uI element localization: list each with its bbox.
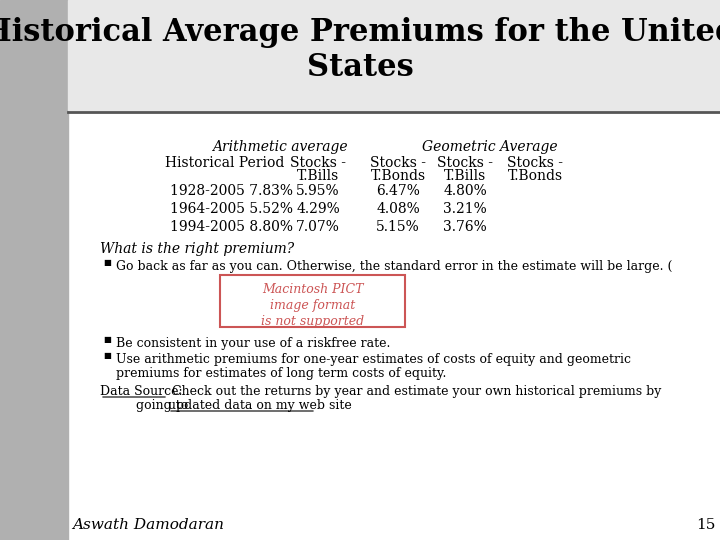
Text: Use arithmetic premiums for one-year estimates of costs of equity and geometric: Use arithmetic premiums for one-year est… bbox=[116, 353, 631, 366]
Text: 1964-2005 5.52%: 1964-2005 5.52% bbox=[170, 202, 293, 216]
Text: Stocks -: Stocks - bbox=[507, 156, 563, 170]
Text: 4.80%: 4.80% bbox=[443, 184, 487, 198]
Text: Be consistent in your use of a riskfree rate.: Be consistent in your use of a riskfree … bbox=[116, 337, 390, 350]
Text: ■: ■ bbox=[103, 336, 111, 344]
Text: is not supported: is not supported bbox=[261, 315, 364, 328]
Text: Check out the returns by year and estimate your own historical premiums by: Check out the returns by year and estima… bbox=[168, 385, 662, 398]
Text: T.Bonds: T.Bonds bbox=[508, 169, 562, 183]
Text: Macintosh PICT: Macintosh PICT bbox=[262, 283, 364, 296]
Text: 4.08%: 4.08% bbox=[376, 202, 420, 216]
Text: Geometric Average: Geometric Average bbox=[422, 140, 558, 154]
Text: ■: ■ bbox=[103, 259, 111, 267]
Text: Data Source:: Data Source: bbox=[100, 385, 183, 398]
Text: T.Bills: T.Bills bbox=[297, 169, 339, 183]
Bar bbox=[0, 0, 68, 540]
Text: T.Bonds: T.Bonds bbox=[370, 169, 426, 183]
Text: 15: 15 bbox=[696, 518, 715, 532]
Text: Stocks -: Stocks - bbox=[437, 156, 493, 170]
Text: T.Bills: T.Bills bbox=[444, 169, 486, 183]
Text: ■: ■ bbox=[103, 352, 111, 360]
Text: Arithmetic average: Arithmetic average bbox=[212, 140, 348, 154]
Text: 7.07%: 7.07% bbox=[296, 220, 340, 234]
Text: Historical Period: Historical Period bbox=[165, 156, 284, 170]
Text: Stocks -: Stocks - bbox=[370, 156, 426, 170]
Text: 3.76%: 3.76% bbox=[443, 220, 487, 234]
Text: 6.47%: 6.47% bbox=[376, 184, 420, 198]
Text: 5.15%: 5.15% bbox=[376, 220, 420, 234]
Text: Historical Average Premiums for the United
States: Historical Average Premiums for the Unit… bbox=[0, 17, 720, 83]
Text: What is the right premium?: What is the right premium? bbox=[100, 242, 294, 256]
Text: 3.21%: 3.21% bbox=[443, 202, 487, 216]
Text: 1928-2005 7.83%: 1928-2005 7.83% bbox=[170, 184, 293, 198]
Text: image format: image format bbox=[270, 299, 355, 312]
Text: 1994-2005 8.80%: 1994-2005 8.80% bbox=[170, 220, 293, 234]
Bar bbox=[68, 0, 720, 110]
Text: premiums for estimates of long term costs of equity.: premiums for estimates of long term cost… bbox=[116, 367, 446, 380]
Text: Go back as far as you can. Otherwise, the standard error in the estimate will be: Go back as far as you can. Otherwise, th… bbox=[116, 260, 672, 273]
Text: updated data on my web site: updated data on my web site bbox=[168, 399, 352, 412]
Text: Aswath Damodaran: Aswath Damodaran bbox=[72, 518, 224, 532]
Text: 4.29%: 4.29% bbox=[296, 202, 340, 216]
Bar bbox=[220, 275, 405, 327]
Text: 5.95%: 5.95% bbox=[296, 184, 340, 198]
Text: Stocks -: Stocks - bbox=[290, 156, 346, 170]
Text: going to: going to bbox=[116, 399, 192, 412]
